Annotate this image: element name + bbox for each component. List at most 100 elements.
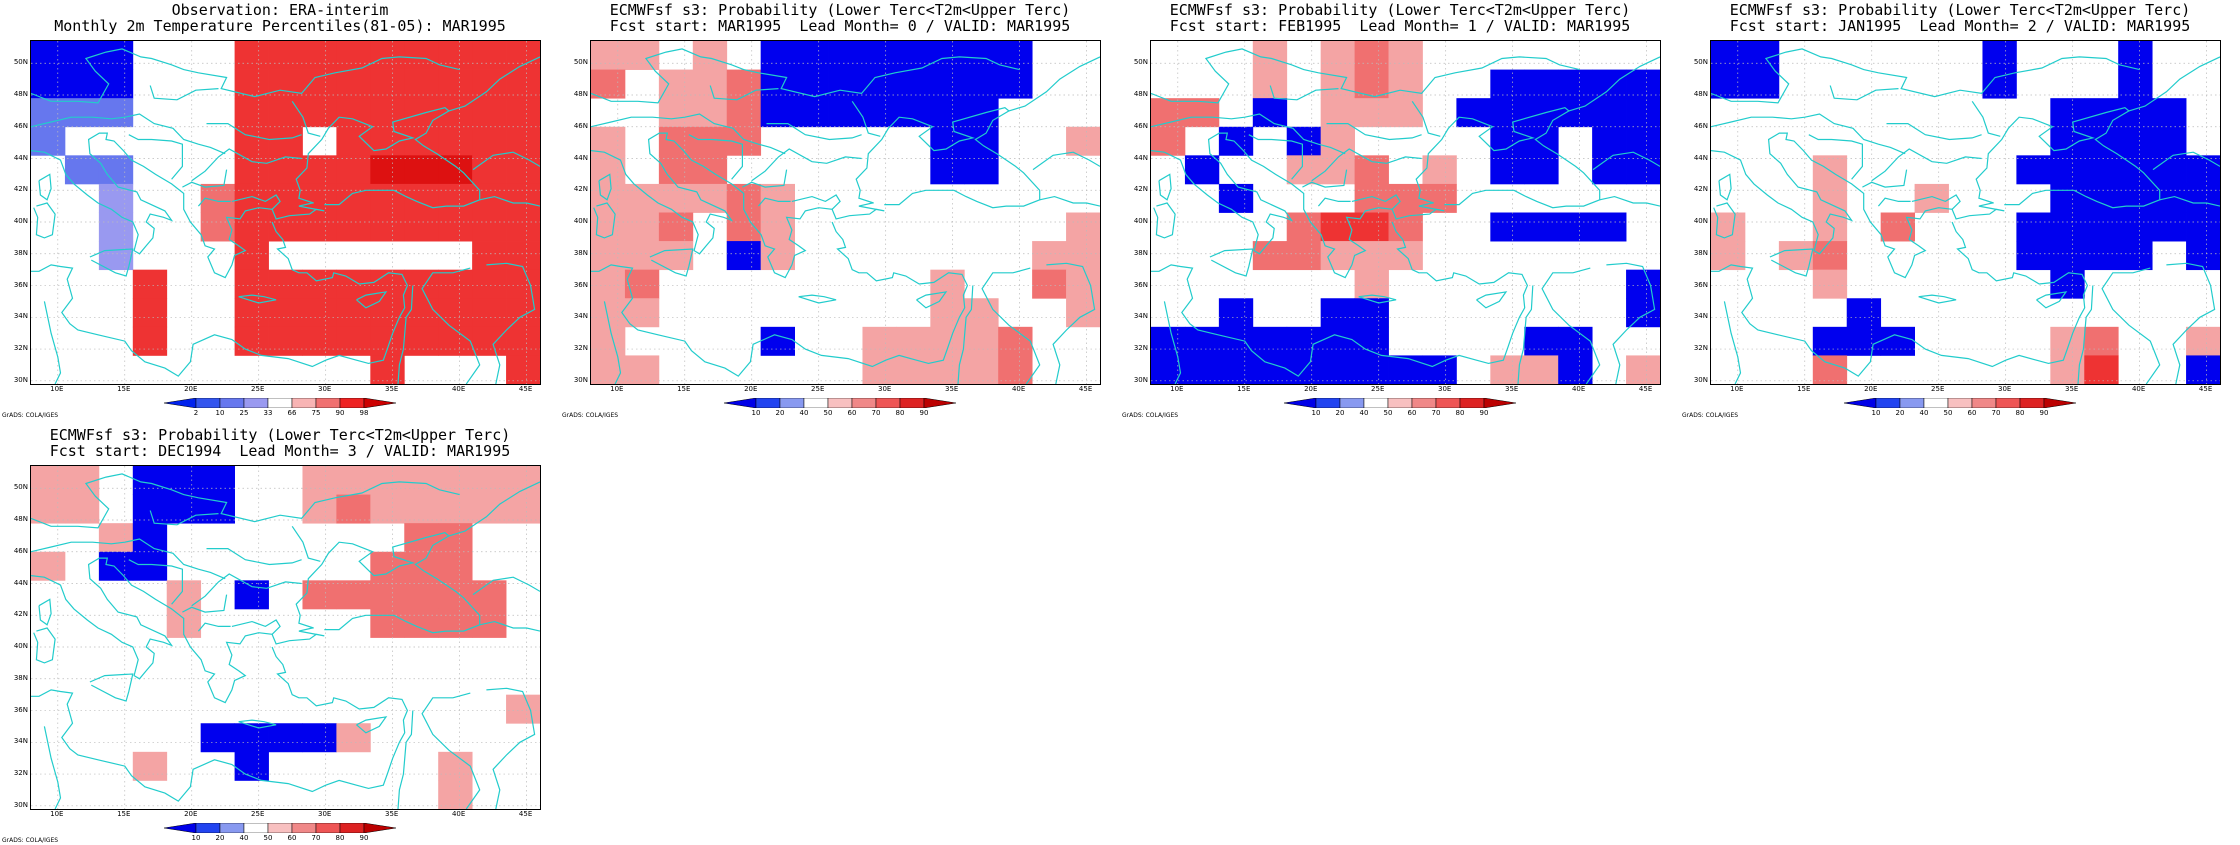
grid-cell: [998, 69, 1033, 99]
grid-cell: [964, 298, 999, 328]
grid-cell: [624, 355, 660, 384]
grid-cell: [268, 98, 303, 128]
grid-cell: [1524, 326, 1559, 356]
grid-cell: [1812, 155, 1848, 185]
lat-tick-label: 32N: [573, 344, 588, 353]
grid-cell: [302, 494, 337, 524]
coastline: [1302, 169, 1348, 188]
grid-cell: [828, 98, 863, 128]
grid-cell: [438, 41, 473, 70]
grid-cell: [404, 269, 439, 299]
coastline: [128, 134, 183, 180]
lat-tick-label: 42N: [573, 185, 588, 194]
grid-cell: [930, 155, 965, 185]
grid-cell: [2016, 212, 2051, 242]
coastline: [291, 525, 321, 562]
grid-cell: [98, 523, 134, 553]
colorbar-label: 10: [1311, 409, 1321, 417]
grid-cell: [1490, 69, 1525, 99]
lat-tick-label: 50N: [1693, 58, 1708, 67]
grid-cell: [472, 155, 507, 185]
grid-cell: [132, 298, 168, 328]
grid-cell: [1558, 212, 1593, 242]
grid-cell: [472, 41, 507, 70]
lon-tick-label: 30E: [1438, 385, 1452, 393]
grid-cell: [404, 155, 439, 185]
grid-cell: [2152, 98, 2187, 128]
grid-cell: [506, 212, 540, 242]
panel-title: ECMWFsf s3: Probability (Lower Terc<T2m<…: [1729, 1, 2191, 19]
coastline: [31, 532, 481, 704]
grid-cell: [1490, 98, 1525, 128]
grid-cell: [336, 41, 371, 70]
coastline: [191, 148, 302, 182]
grid-cell: [658, 241, 694, 271]
grid-cell: [268, 69, 303, 99]
grid-cell: [1320, 298, 1355, 328]
coastline: [1862, 169, 1908, 188]
lon-tick-label: 35E: [2064, 385, 2079, 393]
grid-cell: [1184, 355, 1220, 384]
grid-cell: [234, 269, 269, 299]
grid-cell: [1812, 241, 1848, 271]
grid-cell: [2084, 241, 2119, 271]
grid-cell: [1151, 326, 1186, 356]
coastline: [2152, 151, 2220, 171]
grid-cell: [370, 69, 405, 99]
coastline: [31, 107, 481, 279]
grid-cell: [31, 466, 66, 495]
colorbar-label: 90: [2039, 409, 2049, 417]
colorbar-label: 20: [215, 834, 225, 842]
lat-tick-label: 42N: [1133, 185, 1148, 194]
grid-cell: [658, 126, 694, 156]
grid-cell: [302, 41, 337, 70]
grid-cell: [896, 69, 931, 99]
grid-cell: [1524, 212, 1559, 242]
colorbar-swatch: [1483, 398, 1516, 408]
lat-tick-label: 32N: [1693, 344, 1708, 353]
lat-tick-label: 38N: [1133, 248, 1148, 257]
map-svg: [1151, 41, 1660, 384]
grid-cell: [370, 212, 405, 242]
colorbar-swatch: [315, 398, 341, 408]
grid-cell: [506, 466, 540, 495]
grid-cell: [1218, 298, 1254, 328]
coastline: [766, 122, 862, 141]
grid-cell: [98, 98, 134, 128]
grid-cell: [964, 355, 999, 384]
colorbar-swatch: [195, 398, 221, 408]
grid-cell: [1558, 326, 1593, 356]
colorbar-swatch: [2019, 398, 2045, 408]
coastline: [43, 301, 62, 384]
colorbar-label: 25: [239, 409, 249, 417]
grid-cell: [1184, 326, 1220, 356]
grid-cell: [2152, 155, 2187, 185]
grid-cell: [438, 155, 473, 185]
map-panel-5: ECMWFsf s3: Probability (Lower Terc<T2m<…: [0, 425, 560, 845]
map-panel-2: ECMWFsf s3: Probability (Lower Terc<T2m<…: [560, 0, 1120, 420]
coastline: [1153, 202, 1176, 239]
colorbar-swatch: [724, 398, 757, 408]
lat-tick-label: 34N: [1133, 312, 1148, 321]
grid-cell: [472, 69, 507, 99]
colorbar-swatch: [1459, 398, 1485, 408]
colorbar-swatch: [755, 398, 781, 408]
grid-cell: [2186, 355, 2220, 384]
colorbar-swatch: [1844, 398, 1877, 408]
colorbar-label: 80: [895, 409, 905, 417]
grid-cell: [132, 551, 168, 581]
lon-tick-label: 25E: [1371, 385, 1385, 393]
grid-cell: [591, 269, 626, 299]
grid-cell: [591, 69, 626, 99]
colorbar-label: 10: [751, 409, 761, 417]
lon-tick-label: 45E: [518, 385, 533, 393]
grid-cell: [302, 723, 337, 753]
grid-cell: [1524, 69, 1559, 99]
grid-cell: [1388, 69, 1423, 99]
grid-cell: [166, 494, 202, 524]
lat-tick-label: 34N: [13, 737, 28, 746]
lat-tick-label: 36N: [1133, 280, 1148, 289]
grid-cell: [1252, 241, 1288, 271]
grid-cell: [1592, 98, 1627, 128]
coastline: [31, 473, 460, 529]
